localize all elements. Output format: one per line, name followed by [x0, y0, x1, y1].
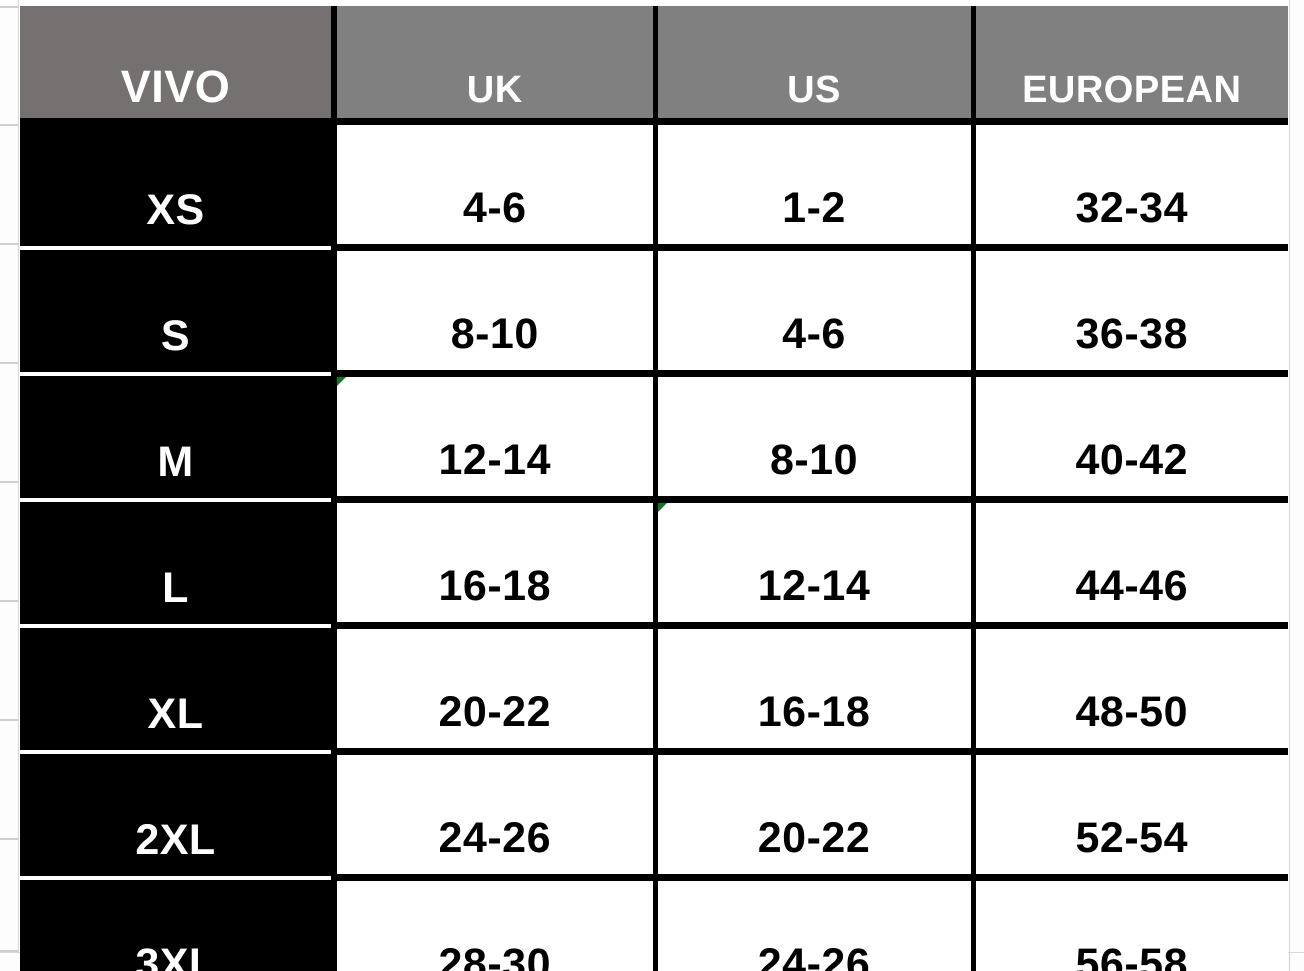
table-row: XS 4-6 1-2 32-34 [20, 121, 1288, 251]
uk-value: 20-22 [438, 688, 551, 736]
us-value: 12-14 [757, 562, 871, 610]
column-header-vivo: VIVO [20, 6, 337, 125]
comment-indicator-icon [337, 377, 346, 386]
uk-value: 28-30 [438, 940, 551, 971]
uk-value: 16-18 [438, 562, 551, 610]
column-header-us-label: US [787, 69, 841, 111]
us-value-cell: 20-22 [655, 751, 976, 881]
european-value-cell: 44-46 [973, 499, 1288, 629]
size-label-cell: 2XL [20, 751, 337, 880]
european-value-cell: 40-42 [973, 373, 1288, 503]
size-label-cell: S [20, 247, 337, 376]
column-header-us: US [655, 6, 976, 125]
column-header-uk-label: UK [466, 69, 523, 111]
column-header-european: EUROPEAN [973, 6, 1288, 125]
size-label-cell: XS [20, 121, 337, 250]
european-value: 36-38 [1075, 310, 1188, 358]
column-header-vivo-label: VIVO [120, 61, 231, 112]
table-row: S 8-10 4-6 36-38 [20, 247, 1288, 377]
us-value-cell: 12-14 [655, 499, 976, 629]
european-value-cell: 52-54 [973, 751, 1288, 881]
us-value: 8-10 [769, 436, 859, 484]
uk-value: 8-10 [450, 310, 539, 358]
size-label-cell: 3XL [20, 877, 337, 971]
uk-value-cell: 16-18 [334, 499, 658, 629]
european-value-cell: 32-34 [973, 121, 1288, 251]
european-value-cell: 36-38 [973, 247, 1288, 377]
size-label: XS [146, 185, 205, 234]
size-conversion-table: VIVO UK US EUROPEAN XS 4-6 [20, 6, 1288, 971]
size-label: 2XL [135, 815, 216, 864]
size-label: M [157, 437, 194, 486]
uk-value-cell: 4-6 [334, 121, 658, 251]
european-value: 56-58 [1075, 940, 1188, 971]
european-value: 44-46 [1075, 562, 1188, 610]
size-label: L [162, 563, 189, 612]
us-value: 16-18 [757, 688, 871, 736]
size-label: S [160, 311, 191, 360]
us-value: 4-6 [782, 310, 846, 358]
column-header-european-label: EUROPEAN [1022, 69, 1242, 111]
uk-value-cell: 12-14 [334, 373, 658, 503]
us-value-cell: 1-2 [655, 121, 976, 251]
table-row: M 12-14 8-10 40-42 [20, 373, 1288, 503]
us-value-cell: 24-26 [655, 877, 976, 971]
us-value: 1-2 [782, 184, 846, 232]
table-header-row: VIVO UK US EUROPEAN [20, 6, 1288, 125]
right-gutter [1289, 0, 1304, 971]
comment-indicator-icon [657, 503, 667, 512]
us-value-cell: 4-6 [655, 247, 976, 377]
uk-value-cell: 28-30 [334, 877, 658, 971]
european-value-cell: 56-58 [973, 877, 1288, 971]
size-label-cell: XL [20, 625, 337, 754]
uk-value: 24-26 [438, 814, 551, 862]
row-header-gutter [0, 0, 19, 971]
us-value-cell: 8-10 [655, 373, 976, 503]
table-row: XL 20-22 16-18 48-50 [20, 625, 1288, 755]
us-value: 20-22 [757, 814, 871, 862]
size-label-cell: L [20, 499, 337, 628]
size-label-cell: M [20, 373, 337, 502]
uk-value-cell: 8-10 [334, 247, 658, 377]
size-label: XL [147, 689, 204, 738]
uk-value-cell: 20-22 [334, 625, 658, 755]
table-row: 3XL 28-30 24-26 56-58 [20, 877, 1288, 971]
european-value: 32-34 [1075, 184, 1188, 232]
european-value: 40-42 [1075, 436, 1188, 484]
uk-value-cell: 24-26 [334, 751, 658, 881]
column-header-uk: UK [334, 6, 658, 125]
size-label: 3XL [135, 940, 216, 971]
uk-value: 12-14 [438, 436, 551, 484]
us-value: 24-26 [757, 940, 871, 971]
us-value-cell: 16-18 [655, 625, 976, 755]
european-value-cell: 48-50 [973, 625, 1288, 755]
european-value: 48-50 [1075, 688, 1188, 736]
european-value: 52-54 [1075, 814, 1188, 862]
table-row: L 16-18 12-14 44-46 [20, 499, 1288, 629]
table-row: 2XL 24-26 20-22 52-54 [20, 751, 1288, 881]
uk-value: 4-6 [462, 184, 527, 232]
